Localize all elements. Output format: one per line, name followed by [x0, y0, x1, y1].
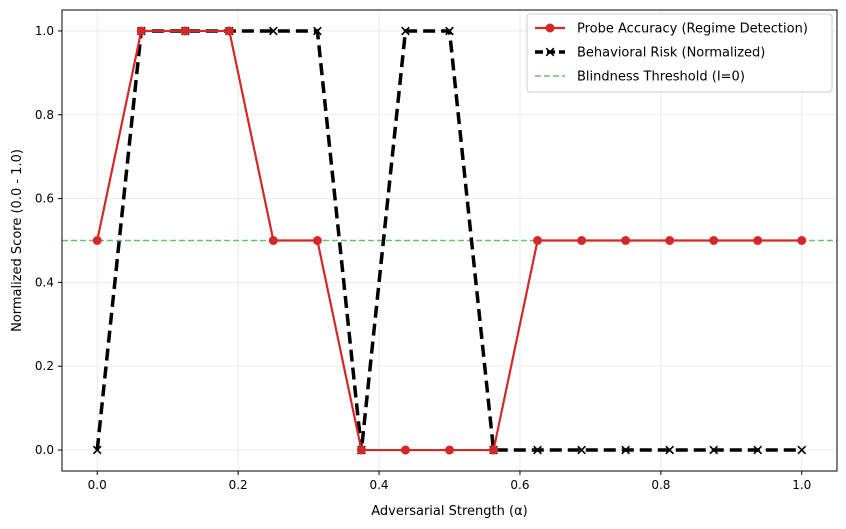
behavioral-risk-point	[533, 445, 542, 455]
behavioral-risk-point	[797, 445, 807, 455]
legend-marker-x	[545, 47, 555, 57]
legend-label: Blindness Threshold (I=0)	[577, 70, 745, 85]
legend-label: Behavioral Risk (Normalized)	[577, 46, 765, 61]
series-group	[92, 26, 807, 455]
y-tick-label: 0.6	[35, 192, 54, 206]
x-tick-label: 0.6	[510, 478, 529, 492]
y-tick-label: 0.4	[35, 275, 54, 289]
x-tick-label: 0.4	[369, 478, 388, 492]
behavioral-risk-point	[401, 26, 410, 36]
x-tick-label: 0.8	[651, 478, 670, 492]
y-tick-label: 0.8	[35, 108, 54, 122]
probe-accuracy-point	[445, 445, 454, 455]
probe-accuracy-point	[136, 26, 146, 36]
probe-accuracy-point	[577, 236, 587, 245]
behavioral-risk-point	[313, 26, 322, 36]
y-axis: 0.0 0.2 0.4 0.6 0.8 1.0	[35, 24, 62, 457]
x-axis-label: Adversarial Strength (α)	[371, 504, 527, 519]
behavioral-risk-point	[268, 26, 278, 36]
probe-accuracy-point	[797, 236, 807, 245]
probe-accuracy-point	[489, 445, 499, 455]
probe-accuracy-point	[312, 236, 322, 245]
probe-accuracy-series	[92, 26, 807, 455]
probe-accuracy-point	[224, 26, 234, 36]
y-axis-label: Normalized Score (0.0 - 1.0)	[10, 149, 25, 332]
probe-accuracy-point	[709, 236, 719, 245]
probe-accuracy-point	[268, 236, 278, 245]
probe-accuracy-point	[753, 236, 763, 245]
x-tick-label: 0.2	[229, 478, 248, 492]
behavioral-risk-point	[577, 445, 586, 455]
probe-accuracy-point	[356, 445, 366, 455]
legend-box	[526, 13, 833, 93]
behavioral-risk-point	[92, 445, 102, 455]
y-tick-label: 0.2	[35, 359, 54, 373]
behavioral-risk-point	[665, 445, 675, 455]
probe-accuracy-point	[180, 26, 190, 36]
legend-label: Probe Accuracy (Regime Detection)	[577, 22, 808, 37]
probe-accuracy-point	[621, 236, 631, 245]
y-tick-label: 0.0	[35, 443, 54, 457]
probe-accuracy-point	[665, 236, 675, 245]
x-tick-label: 0.0	[88, 478, 107, 492]
legend-marker-circle	[545, 23, 555, 33]
probe-accuracy-point	[400, 445, 410, 455]
probe-accuracy-point	[533, 236, 543, 245]
x-tick-label: 1.0	[792, 478, 811, 492]
behavioral-risk-point	[621, 445, 631, 455]
behavioral-risk-point	[445, 26, 454, 36]
behavioral-risk-point	[753, 445, 763, 455]
behavioral-risk-point	[709, 445, 719, 455]
y-tick-label: 1.0	[35, 24, 54, 38]
probe-accuracy-point	[92, 236, 102, 245]
x-axis: 0.0 0.2 0.4 0.6 0.8 1.0	[88, 471, 811, 492]
plot-frame	[61, 9, 838, 472]
legend: Probe Accuracy (Regime Detection) Behavio…	[526, 13, 833, 93]
